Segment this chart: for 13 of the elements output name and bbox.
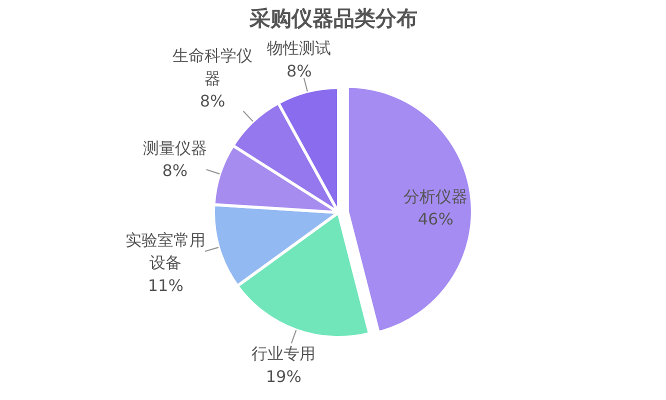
slice-label: 行业专用 (252, 344, 316, 364)
data-label: 19% (266, 366, 302, 386)
slice-label: 生命科学仪器 (172, 46, 253, 88)
data-label: 8% (162, 161, 188, 180)
chart-title: 采购仪器品类分布 (248, 6, 418, 30)
slice-label: 物性测试 (267, 38, 332, 58)
data-label: 8% (200, 92, 226, 111)
slice-label: 实验室常用设备 (126, 230, 206, 272)
data-label: 11% (148, 276, 184, 296)
slice-label: 分析仪器 (404, 186, 468, 206)
data-label: 46% (418, 210, 454, 229)
slice-label: 测量仪器 (142, 138, 207, 158)
data-label: 8% (286, 61, 312, 80)
